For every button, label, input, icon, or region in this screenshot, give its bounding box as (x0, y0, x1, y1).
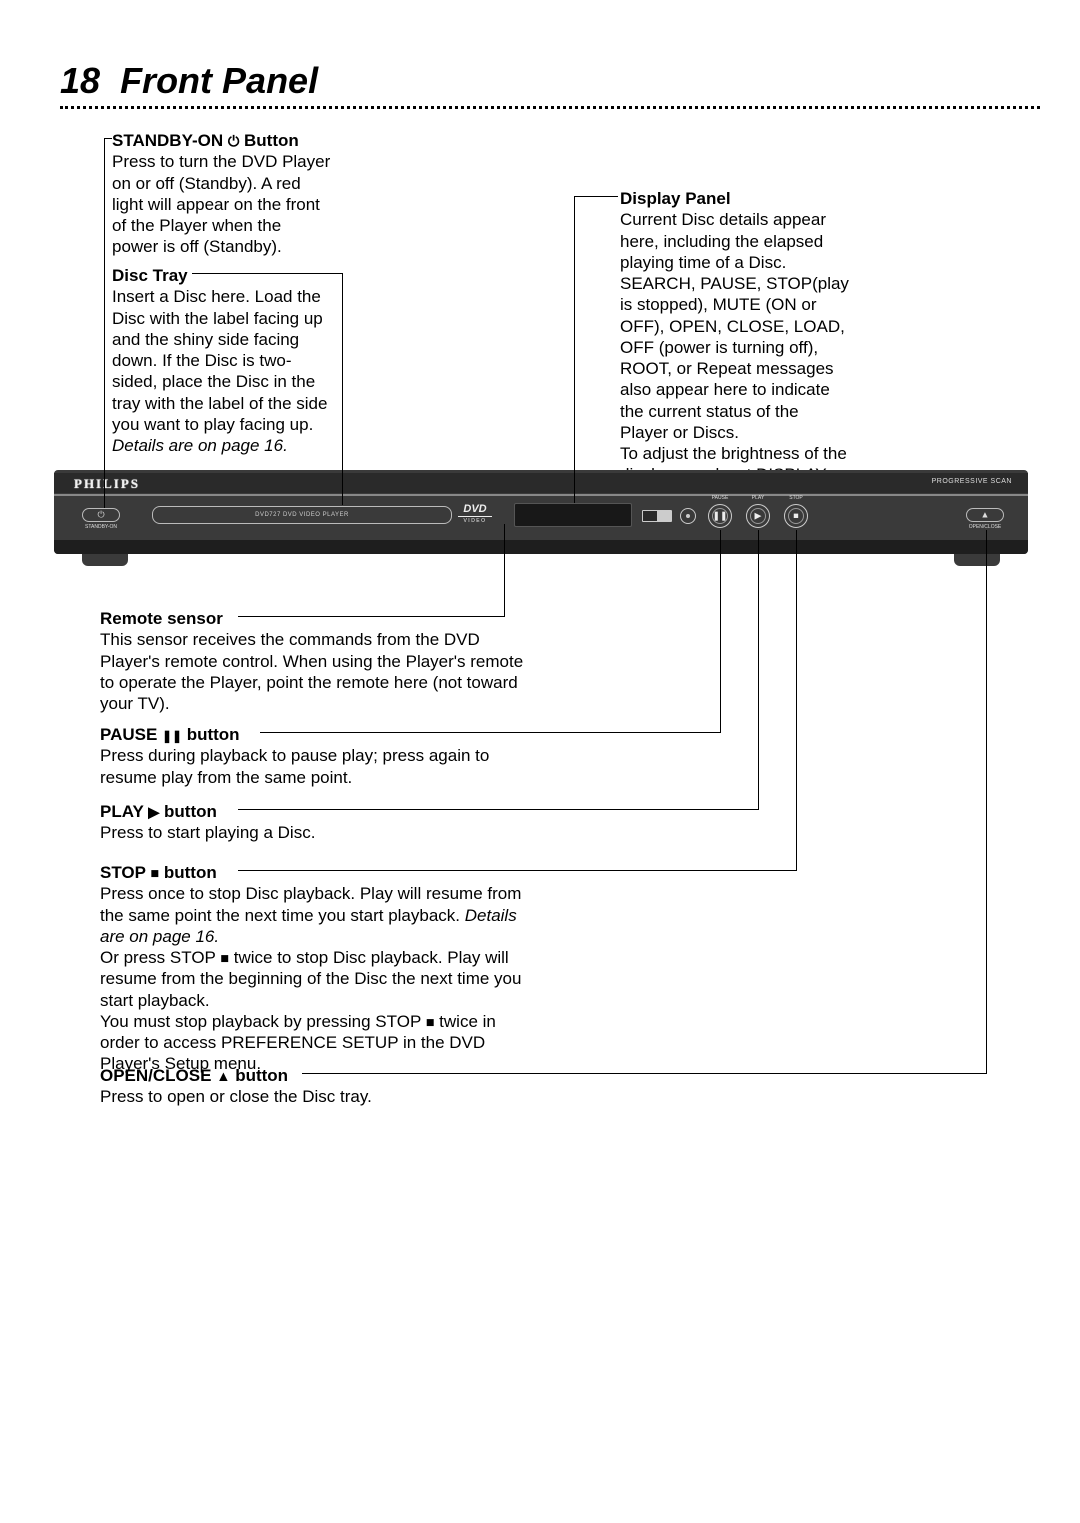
open-close-description: OPEN/CLOSE ▲ button Press to open or clo… (100, 1065, 530, 1108)
page-title-text: Front Panel (120, 60, 318, 101)
display-description: Display Panel Current Disc details appea… (620, 188, 850, 507)
pause-button[interactable]: PAUSE ❚❚ (708, 504, 732, 528)
play-description: PLAY ▶ button Press to start playing a D… (100, 801, 530, 844)
pause-icon: ❚❚ (162, 729, 182, 743)
page-header: 18 Front Panel (60, 60, 1040, 109)
device-accent-line (54, 494, 1028, 496)
brand-logo: PHILIPS (74, 476, 140, 492)
standby-on-button[interactable]: ⏻ STANDBY-ON (82, 508, 120, 522)
standby-body: Press to turn the DVD Player on or off (… (112, 152, 330, 256)
standby-description: STANDBY-ON ⏻ Button Press to turn the DV… (112, 130, 332, 258)
eject-icon: ▲ (981, 510, 990, 519)
pause-icon: ❚❚ (712, 512, 727, 521)
pause-title: PAUSE ❚❚ button (100, 725, 240, 744)
device-foot-left (82, 554, 128, 566)
disctray-body: Insert a Disc here. Load the Disc with t… (112, 287, 327, 455)
play-title: PLAY ▶ button (100, 802, 217, 821)
remote-title: Remote sensor (100, 609, 223, 628)
open-body: Press to open or close the Disc tray. (100, 1087, 372, 1106)
device-front-panel: PHILIPS PROGRESSIVE SCAN ⏻ STANDBY-ON DV… (54, 470, 1028, 568)
stop-button[interactable]: STOP ■ (784, 504, 808, 528)
play-icon: ▶ (755, 512, 762, 521)
remote-sensor-description: Remote sensor This sensor receives the c… (100, 608, 530, 714)
stop-icon: ■ (150, 866, 159, 882)
play-body: Press to start playing a Disc. (100, 823, 315, 842)
progressive-scan-label: PROGRESSIVE SCAN (932, 478, 1012, 485)
header-divider (60, 106, 1040, 109)
pause-body: Press during playback to pause play; pre… (100, 746, 489, 786)
power-icon: ⏻ (228, 134, 239, 150)
device-bottom (54, 540, 1028, 554)
play-button[interactable]: PLAY ▶ (746, 504, 770, 528)
stop-description: STOP ■ button Press once to stop Disc pl… (100, 862, 540, 1075)
play-icon: ▶ (148, 805, 159, 821)
dolby-digital-badge (642, 510, 672, 522)
display-panel-window (514, 503, 632, 527)
display-body: Current Disc details appear here, includ… (620, 210, 849, 505)
dvd-video-badge: DVD VIDEO (458, 504, 492, 526)
page-title: 18 Front Panel (60, 60, 1040, 102)
device-top-strip (54, 473, 1028, 493)
compact-disc-badge (680, 508, 696, 524)
disctray-title: Disc Tray (112, 266, 188, 285)
eject-icon: ▲ (216, 1069, 230, 1085)
standby-title: STANDBY-ON ⏻ Button (112, 131, 299, 150)
power-icon: ⏻ (97, 510, 104, 519)
stop-body: Press once to stop Disc playback. Play w… (100, 884, 521, 1073)
tray-label: DVD727 DVD VIDEO PLAYER (255, 512, 349, 518)
stop-title: STOP ■ button (100, 863, 217, 882)
display-title: Display Panel (620, 189, 731, 208)
standby-button-label: STANDBY-ON (85, 524, 117, 530)
open-title: OPEN/CLOSE ▲ button (100, 1066, 288, 1085)
page-number: 18 (60, 60, 100, 101)
open-close-label: OPEN/CLOSE (969, 524, 1002, 530)
open-close-button[interactable]: ▲ OPEN/CLOSE (966, 508, 1004, 522)
disctray-description: Disc Tray Insert a Disc here. Load the D… (112, 265, 332, 456)
remote-body: This sensor receives the commands from t… (100, 630, 523, 713)
stop-icon: ■ (793, 512, 798, 521)
disc-tray[interactable]: DVD727 DVD VIDEO PLAYER (152, 506, 452, 524)
pause-description: PAUSE ❚❚ button Press during playback to… (100, 724, 530, 788)
stop-icon: ■ (220, 951, 229, 967)
device-foot-right (954, 554, 1000, 566)
